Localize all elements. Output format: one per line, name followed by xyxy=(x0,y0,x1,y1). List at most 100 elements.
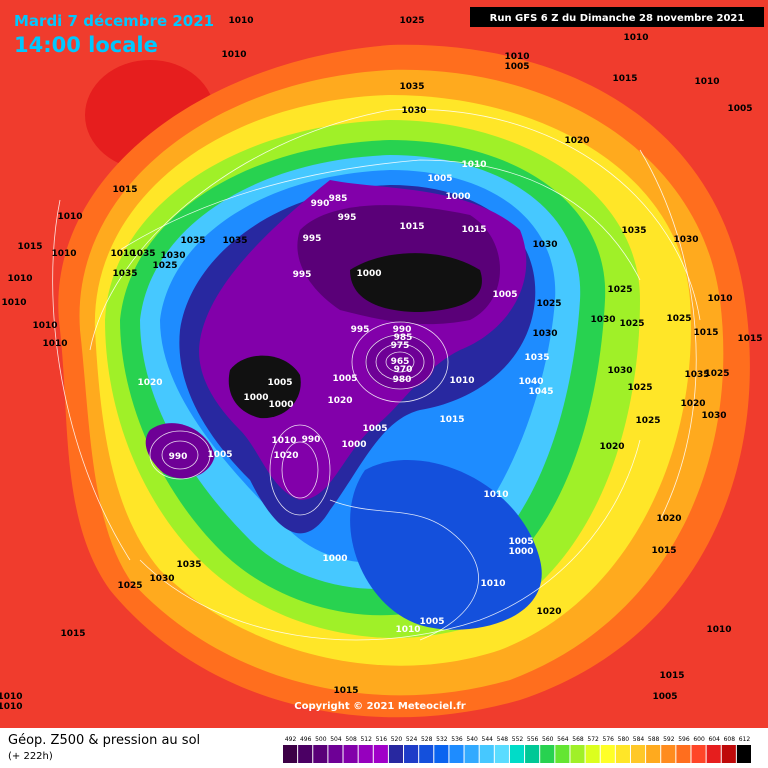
legend-tick-label: 576 xyxy=(603,736,615,743)
isobar-label: 1010 xyxy=(461,160,486,170)
isobar-label: 1015 xyxy=(399,222,424,232)
legend-swatch xyxy=(434,745,449,763)
map: 1010 1010 1025 1010 1010 1005 1015 1010 1005 1035… xyxy=(0,0,768,728)
isobar-label: 1020 xyxy=(273,451,298,461)
isobar-label: 1025 xyxy=(619,319,644,329)
legend-tick-label: 500 xyxy=(315,736,327,743)
isobar-label: 1005 xyxy=(727,104,752,114)
isobar-label: 1005 xyxy=(508,537,533,547)
isobar-label: 1010 xyxy=(694,77,719,87)
legend-swatch xyxy=(343,745,358,763)
isobar-label: 1035 xyxy=(621,226,646,236)
legend-swatch xyxy=(570,745,585,763)
isobar-label: 995 xyxy=(338,213,357,223)
legend-tick-label: 572 xyxy=(587,736,599,743)
legend-swatch xyxy=(449,745,464,763)
isobar-label: 1020 xyxy=(680,399,705,409)
isobar-label: 1010 xyxy=(228,16,253,26)
isobar-label: 1010 xyxy=(707,294,732,304)
isobar-label: 1010 xyxy=(483,490,508,500)
isobar-label: 985 xyxy=(394,333,413,343)
legend-tick-label: 564 xyxy=(557,736,569,743)
legend-tick-label: 508 xyxy=(345,736,357,743)
legend-swatch xyxy=(404,745,419,763)
isobar-label: 1005 xyxy=(504,62,529,72)
isobar-label: 990 xyxy=(302,435,321,445)
legend-swatch xyxy=(479,745,494,763)
isobar-label: 1025 xyxy=(666,314,691,324)
isobar-label: 1015 xyxy=(651,546,676,556)
time: 14:00 locale xyxy=(14,33,158,57)
isobar-label: 1000 xyxy=(243,393,268,403)
isobar-label: 1005 xyxy=(419,617,444,627)
legend-swatch xyxy=(283,745,298,763)
isobar-label: 1030 xyxy=(401,106,426,116)
legend-tick-label: 568 xyxy=(572,736,584,743)
isobar-label: 1010 xyxy=(51,249,76,259)
isobar-label: 975 xyxy=(391,341,410,351)
legend-subtitle: (+ 222h) xyxy=(8,751,53,762)
isobar-label: 1005 xyxy=(492,290,517,300)
isobar-labels: 1010 1010 1025 1010 1010 1005 1015 1010 1005 1035… xyxy=(0,16,763,712)
legend-swatch xyxy=(373,745,388,763)
isobar-label: 1015 xyxy=(333,686,358,696)
isobar-label: 1015 xyxy=(612,74,637,84)
legend-swatch xyxy=(509,745,525,763)
isobar-label: 1025 xyxy=(627,383,652,393)
isobar-label: 1015 xyxy=(659,671,684,681)
isobar-label: 1015 xyxy=(439,415,464,425)
legend-swatch xyxy=(691,745,706,763)
legend-swatch xyxy=(494,745,509,763)
legend-tick-label: 608 xyxy=(724,736,736,743)
isobar-label: 1035 xyxy=(112,269,137,279)
isobar-label: 1005 xyxy=(362,424,387,434)
run-info: Run GFS 6 Z du Dimanche 28 novembre 2021 xyxy=(490,13,745,24)
legend-tick-label: 560 xyxy=(542,736,554,743)
isobar-label: 1020 xyxy=(327,396,352,406)
legend-tick-label: 556 xyxy=(527,736,539,743)
isobar-label: 1000 xyxy=(508,547,533,557)
isobar-label: 1010 xyxy=(221,50,246,60)
isobar-label: 1030 xyxy=(532,240,557,250)
isobar-label: 970 xyxy=(394,365,413,375)
isobar-label: 1010 xyxy=(110,249,135,259)
legend-tick-label: 584 xyxy=(633,736,645,743)
copyright: Copyright © 2021 Meteociel.fr xyxy=(294,701,465,712)
isobar-label: 1010 xyxy=(57,212,82,222)
legend-swatch xyxy=(585,745,600,763)
legend-swatch xyxy=(298,745,313,763)
legend-swatch xyxy=(555,745,570,763)
isobar-label: 1000 xyxy=(356,269,381,279)
legend-swatch xyxy=(525,745,540,763)
isobar-label: 1025 xyxy=(399,16,424,26)
isobar-label: 980 xyxy=(393,375,412,385)
isobar-label: 1025 xyxy=(152,261,177,271)
legend-swatch xyxy=(661,745,676,763)
legend-tick-label: 604 xyxy=(708,736,720,743)
isobar-label: 1015 xyxy=(112,185,137,195)
legend-tick-label: 580 xyxy=(618,736,630,743)
isobar-label: 1010 xyxy=(480,579,505,589)
isobar-label: 1025 xyxy=(536,299,561,309)
legend-swatch xyxy=(721,745,736,763)
isobar-label: 995 xyxy=(351,325,370,335)
isobars xyxy=(52,108,701,641)
run-box xyxy=(470,7,764,27)
legend-swatch xyxy=(706,745,721,763)
isobar-label: 1010 xyxy=(623,33,648,43)
legend-tick-label: 552 xyxy=(512,736,524,743)
isobar-label: 1020 xyxy=(536,607,561,617)
legend-swatch xyxy=(358,745,373,763)
legend-tick-label: 536 xyxy=(451,736,463,743)
legend-swatch xyxy=(419,745,434,763)
isobar-label: 1015 xyxy=(693,328,718,338)
isobar-label: 1035 xyxy=(176,560,201,570)
legend-tick-label: 524 xyxy=(406,736,418,743)
isobar-label: 1035 xyxy=(222,236,247,246)
isobar-label: 1035 xyxy=(684,370,709,380)
legend-tick-label: 596 xyxy=(678,736,690,743)
isobar-label: 1035 xyxy=(180,236,205,246)
legend-swatch xyxy=(630,745,646,763)
isobar-label: 1035 xyxy=(399,82,424,92)
isobar-label: 1020 xyxy=(656,514,681,524)
